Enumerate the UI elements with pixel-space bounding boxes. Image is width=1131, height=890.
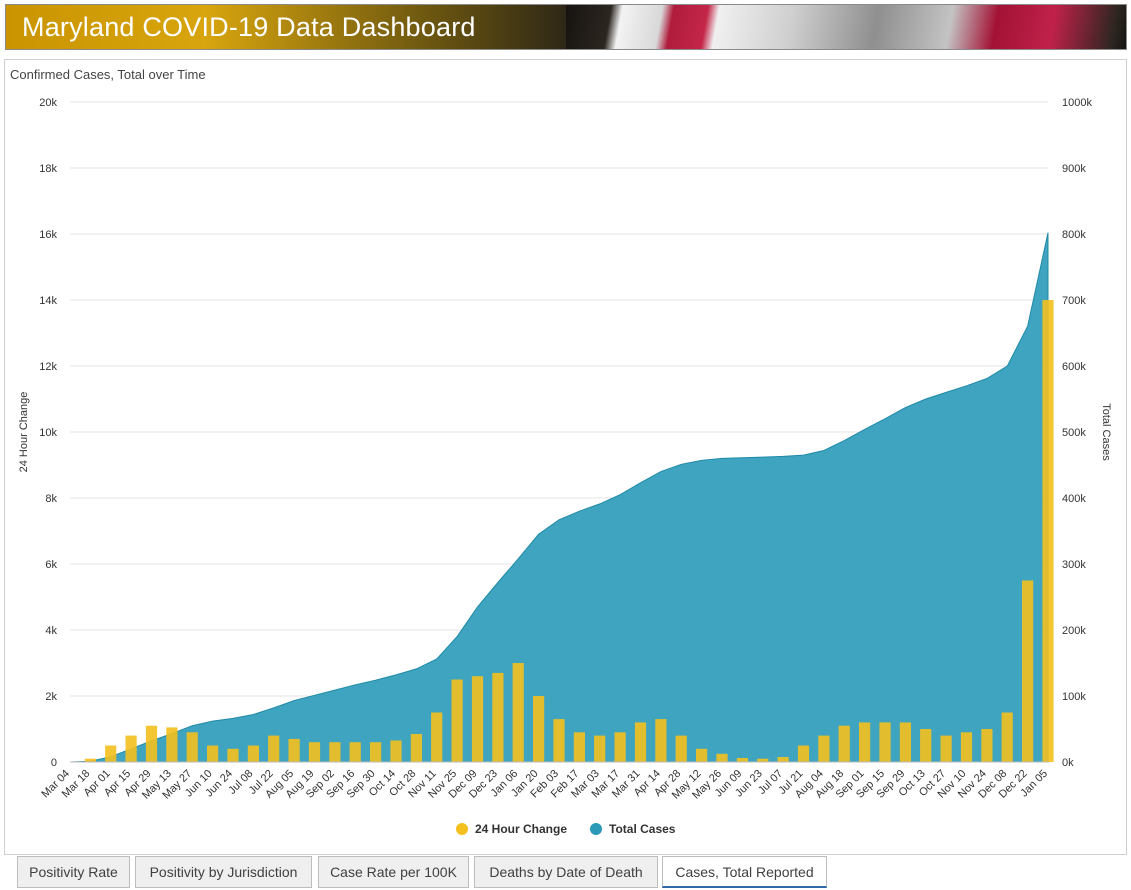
y-left-tick-label: 2k	[45, 691, 57, 703]
daily-change-bar	[125, 735, 137, 762]
daily-change-bar	[716, 753, 728, 763]
y-right-tick-label: 0k	[1062, 757, 1074, 769]
legend-marker-24-hour-change	[456, 823, 468, 835]
daily-change-bar	[960, 732, 973, 762]
daily-change-bar	[410, 734, 422, 762]
daily-change-bar	[471, 676, 484, 762]
tab-label: Positivity Rate	[29, 864, 118, 880]
y-left-tick-label: 0	[51, 757, 57, 769]
y-left-tick-label: 14k	[39, 295, 57, 307]
daily-change-bar	[186, 732, 198, 762]
daily-change-bar	[390, 740, 402, 762]
tab-positivity-by-jurisdiction[interactable]: Positivity by Jurisdiction	[135, 856, 312, 888]
daily-change-bar	[370, 742, 382, 762]
daily-change-bar	[655, 719, 667, 762]
tab-label: Case Rate per 100K	[330, 864, 457, 880]
y-left-tick-label: 8k	[45, 493, 57, 505]
daily-change-bar	[777, 757, 789, 762]
y-right-tick-label: 200k	[1062, 625, 1086, 637]
y-left-tick-label: 10k	[39, 427, 57, 439]
daily-change-bar	[573, 732, 585, 762]
daily-change-bar	[553, 719, 565, 762]
tab-deaths-by-date-of-death[interactable]: Deaths by Date of Death	[474, 856, 658, 888]
y-right-tick-label: 300k	[1062, 559, 1086, 571]
daily-change-bar	[268, 735, 280, 762]
daily-change-bar	[696, 748, 708, 762]
daily-change-bar	[308, 742, 321, 762]
daily-change-bar	[288, 738, 300, 762]
y-right-tick-label: 800k	[1062, 229, 1086, 241]
y-left-axis-title: 24 Hour Change	[18, 392, 30, 473]
y-right-tick-label: 900k	[1062, 163, 1086, 175]
y-right-tick-label: 100k	[1062, 691, 1086, 703]
y-left-tick-label: 12k	[39, 361, 57, 373]
y-right-tick-label: 400k	[1062, 493, 1086, 505]
dashboard-title: Maryland COVID-19 Data Dashboard	[22, 12, 476, 42]
tab-bar: Positivity Rate Positivity by Jurisdicti…	[0, 855, 1131, 890]
daily-change-bar	[594, 735, 606, 762]
daily-change-bar	[431, 712, 443, 762]
daily-change-bar	[533, 696, 545, 762]
daily-change-bar	[797, 745, 810, 762]
y-right-tick-label: 500k	[1062, 427, 1086, 439]
y-right-axis-title: Total Cases	[1100, 403, 1112, 461]
daily-change-bar	[512, 663, 524, 762]
tab-label: Positivity by Jurisdiction	[149, 864, 298, 880]
daily-change-bar	[614, 732, 626, 762]
y-right-tick-label: 700k	[1062, 295, 1086, 307]
y-left-tick-label: 4k	[45, 625, 57, 637]
daily-change-bar	[451, 679, 463, 762]
daily-change-bar	[492, 672, 504, 762]
daily-change-bar	[1022, 580, 1034, 762]
header-banner: Maryland COVID-19 Data Dashboard	[5, 4, 1127, 50]
y-right-tick-label: 600k	[1062, 361, 1086, 373]
daily-change-bar	[981, 729, 993, 762]
y-right-tick-label: 1000k	[1062, 97, 1092, 109]
daily-change-bar	[166, 727, 178, 762]
daily-change-bar	[247, 745, 259, 762]
tab-positivity-rate[interactable]: Positivity Rate	[17, 856, 130, 888]
daily-change-bar	[818, 735, 830, 762]
banner-gold-background	[6, 5, 576, 49]
maryland-flag-image	[566, 5, 1126, 49]
daily-change-bar	[859, 722, 871, 762]
daily-change-bar	[1042, 300, 1054, 762]
total-cases-area	[69, 232, 1049, 763]
daily-change-bar	[84, 758, 96, 762]
daily-change-bar	[736, 758, 748, 762]
daily-change-bar	[105, 745, 117, 762]
chart-title: Confirmed Cases, Total over Time	[10, 67, 206, 82]
legend-label-total-cases: Total Cases	[609, 822, 676, 836]
daily-change-bar	[940, 735, 952, 762]
daily-change-bar	[145, 725, 158, 762]
legend-marker-total-cases	[590, 823, 602, 835]
cases-chart: 0 2k 4k 6k 8k 10k 12k 14k 16k 18k 20k 0k 100k 200k 300…	[18, 97, 1112, 836]
daily-change-bar	[349, 742, 361, 762]
daily-change-bar	[634, 722, 647, 762]
y-left-tick-label: 6k	[45, 559, 57, 571]
tab-label: Cases, Total Reported	[675, 863, 814, 880]
daily-change-bar	[329, 742, 341, 762]
daily-change-bar	[675, 735, 687, 762]
daily-change-bar	[227, 748, 239, 762]
daily-change-bar	[920, 729, 932, 762]
daily-change-bar	[899, 722, 911, 762]
daily-change-bar	[207, 745, 219, 762]
y-left-tick-label: 18k	[39, 163, 57, 175]
legend-label-24-hour-change: 24 Hour Change	[475, 822, 567, 836]
tab-cases-total-reported[interactable]: Cases, Total Reported	[662, 856, 827, 888]
daily-change-bar	[838, 725, 850, 762]
daily-change-bar	[757, 758, 769, 762]
y-left-tick-label: 20k	[39, 97, 57, 109]
tab-label: Deaths by Date of Death	[489, 864, 643, 880]
daily-change-bar	[1001, 712, 1013, 762]
y-left-tick-label: 16k	[39, 229, 57, 241]
daily-change-bar	[879, 722, 891, 762]
tab-case-rate-per-100k[interactable]: Case Rate per 100K	[318, 856, 469, 888]
